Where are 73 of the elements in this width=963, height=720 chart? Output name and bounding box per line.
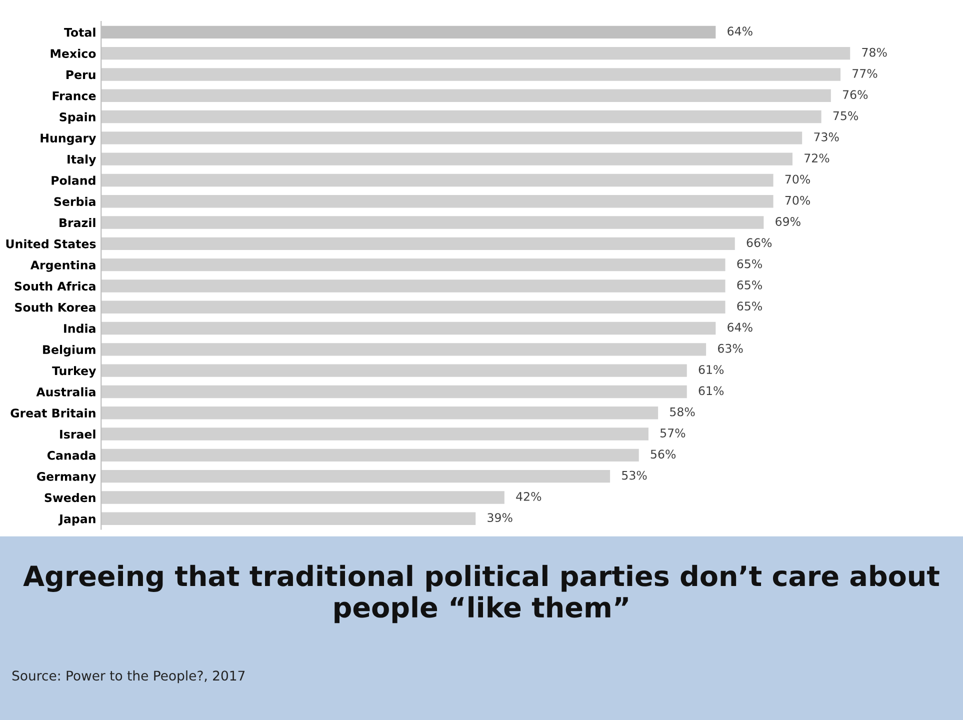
bar [101,428,648,440]
data-label: 75% [833,111,858,120]
y-tick-label: Serbia [54,196,96,206]
data-label: 66% [746,238,772,248]
bar [101,322,716,335]
data-label: 39% [488,513,512,522]
bar [101,152,792,166]
data-label: 70% [785,196,810,205]
y-tick-label: Australia [36,387,96,396]
data-label: 56% [650,450,676,459]
bar [101,343,706,356]
data-label: 61% [698,365,724,374]
bar [101,470,610,483]
data-label: 57% [660,428,686,438]
bar [101,195,774,208]
y-tick-label: Poland [52,176,96,185]
bar [101,216,764,229]
data-label: 64% [728,26,752,36]
data-label: 70% [785,174,810,184]
y-tick-label: Hungary [40,134,96,145]
data-label: 76% [842,90,868,100]
y-tick-label: South Africa [14,281,96,291]
data-label: 61% [698,386,724,396]
bar [101,491,504,504]
data-label: 65% [737,280,762,290]
y-tick-label: Sweden [44,492,96,502]
y-tick-label: Turkey [52,366,96,378]
text: Agreeing that traditional political parties don’t care about people “like them” [23,564,940,624]
bar [101,406,658,420]
bar [101,280,726,292]
y-tick-label: Brazil [60,218,96,228]
data-label: 65% [737,259,762,268]
y-tick-label: United States [6,239,96,248]
y-tick-label: France [52,92,96,100]
bar [101,300,726,314]
y-tick-label: South Korea [15,302,96,312]
y-tick-label: India [64,324,96,333]
y-tick-label: Peru [66,70,96,80]
y-tick-label: Total [64,28,96,37]
data-label: 69% [776,217,800,226]
y-tick-label: Mexico [50,48,96,58]
data-label: 78% [862,48,887,57]
bar [101,174,774,187]
y-tick-label: Germany [36,472,96,484]
y-tick-label: Israel [60,430,96,439]
data-label: 58% [670,407,695,416]
y-tick-label: Spain [60,112,96,124]
data-label: 53% [622,470,647,480]
bar [101,46,850,60]
y-tick-label: Argentina [30,260,96,272]
bar [101,512,476,525]
bar [101,89,831,102]
data-label: 73% [814,132,839,142]
y-tick-label: Japan [58,514,96,526]
bar [101,258,726,272]
source-note: Source: Power to the People?, 2017 [12,670,245,684]
data-label: 42% [516,492,542,501]
y-tick-label: Great Britain [10,408,96,418]
bar [101,364,687,377]
bar [101,68,841,81]
y-tick-label: Belgium [43,344,96,356]
data-label: 65% [737,302,762,311]
bar [101,132,802,144]
data-label: 63% [718,344,743,353]
bar [101,385,687,398]
bar [101,237,735,250]
y-tick-label: Italy [68,154,96,166]
data-label: 64% [728,322,752,332]
data-label: 72% [804,154,830,162]
data-label: 77% [852,68,878,78]
y-tick-label: Canada [47,450,96,460]
bar [101,448,639,462]
bar [101,110,822,124]
